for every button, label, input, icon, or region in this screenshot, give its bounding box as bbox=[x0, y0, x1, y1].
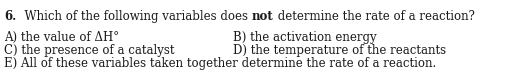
Text: D) the temperature of the reactants: D) the temperature of the reactants bbox=[233, 44, 446, 57]
Text: A) the value of ΔH°: A) the value of ΔH° bbox=[4, 31, 119, 44]
Text: E) All of these variables taken together determine the rate of a reaction.: E) All of these variables taken together… bbox=[4, 57, 436, 70]
Text: 6.: 6. bbox=[4, 10, 16, 23]
Text: determine the rate of a reaction?: determine the rate of a reaction? bbox=[274, 10, 475, 23]
Text: Which of the following variables does: Which of the following variables does bbox=[17, 10, 252, 23]
Text: C) the presence of a catalyst: C) the presence of a catalyst bbox=[4, 44, 175, 57]
Text: not: not bbox=[252, 10, 274, 23]
Text: B) the activation energy: B) the activation energy bbox=[233, 31, 377, 44]
